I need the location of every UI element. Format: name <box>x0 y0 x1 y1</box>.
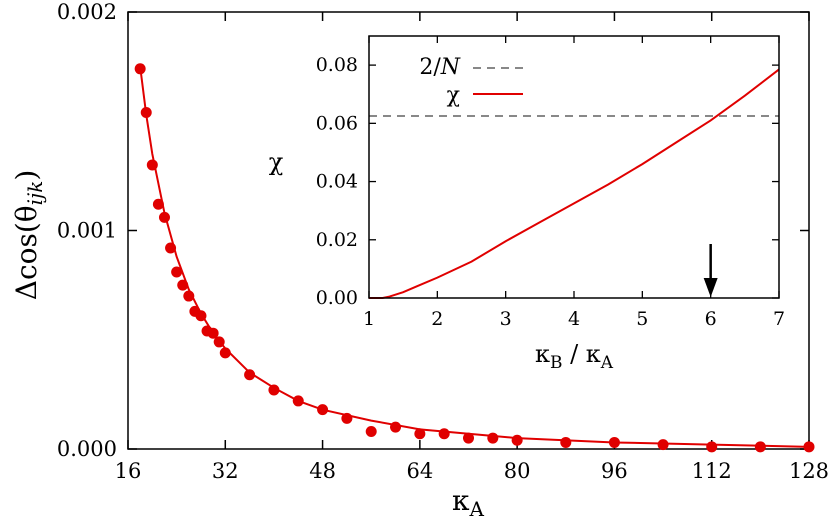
data-point <box>608 436 620 448</box>
inset-x-axis-label: κB / κA <box>535 340 614 373</box>
legend-label-chi: χ <box>447 83 460 108</box>
data-point <box>292 395 304 407</box>
series-chi-line <box>369 68 780 299</box>
data-point <box>341 412 353 424</box>
inset-x-tick-label: 4 <box>568 308 580 330</box>
arrow-annotation <box>703 244 718 297</box>
inset-legend: 2/N χ <box>419 55 523 108</box>
inset-x-tick-label: 3 <box>500 308 512 330</box>
inset-x-tick-label: 5 <box>636 308 648 330</box>
main-series <box>134 63 815 453</box>
main-y-tick-label: 0.001 <box>57 219 117 243</box>
data-point <box>657 439 669 451</box>
data-point <box>438 428 450 440</box>
data-point <box>317 404 329 416</box>
data-point <box>560 436 572 448</box>
main-x-tick-label: 96 <box>601 459 628 483</box>
data-point <box>244 369 256 381</box>
inset-y-tick-label: 0.02 <box>316 229 358 251</box>
main-x-tick-label: 128 <box>789 459 829 483</box>
data-point <box>134 63 146 75</box>
data-point <box>158 211 170 223</box>
main-x-tick-label: 112 <box>692 459 732 483</box>
data-point <box>268 384 280 396</box>
main-x-tick-label: 64 <box>406 459 433 483</box>
inset-y-tick-label: 0.04 <box>316 171 358 193</box>
data-point <box>219 347 231 359</box>
data-point <box>183 290 195 302</box>
data-point <box>171 266 183 278</box>
data-point <box>365 426 377 438</box>
data-point <box>414 428 426 440</box>
inset-x-tick-label: 6 <box>705 308 717 330</box>
inset-y-tick-label: 0.06 <box>316 112 358 134</box>
main-x-axis-label: κA <box>452 484 485 521</box>
inset-y-tick-label: 0.08 <box>316 54 358 76</box>
data-point <box>390 421 402 433</box>
inset-x-tick-label: 7 <box>773 308 785 330</box>
main-y-axis-label: Δcos(θijk) <box>10 170 47 301</box>
data-point <box>754 441 766 453</box>
inset-y-tick-label: 0.00 <box>316 287 358 309</box>
main-x-tick-label: 80 <box>504 459 531 483</box>
main-x-tick-label: 48 <box>309 459 336 483</box>
data-point <box>165 242 177 254</box>
data-point <box>177 279 189 291</box>
data-point <box>195 310 207 322</box>
data-point <box>140 107 152 119</box>
data-point <box>803 441 815 453</box>
legend-label-2n: 2/N <box>419 55 460 80</box>
main-y-tick-label: 0.000 <box>57 437 117 461</box>
data-point <box>511 434 523 446</box>
data-point <box>487 432 499 444</box>
data-point <box>213 336 225 348</box>
main-x-tick-label: 32 <box>212 459 239 483</box>
inset-x-tick-label: 2 <box>431 308 443 330</box>
inset-series <box>369 68 780 299</box>
main-y-tick-label: 0.002 <box>57 0 117 24</box>
inset-x-tick-label: 1 <box>363 308 375 330</box>
arrow-head <box>703 278 718 297</box>
data-point <box>207 327 219 339</box>
main-x-tick-label: 16 <box>115 459 142 483</box>
data-point <box>463 432 474 444</box>
inset-y-axis-label: χ <box>269 148 284 176</box>
data-point <box>706 441 718 453</box>
inset-plot-frame <box>368 35 780 299</box>
data-point <box>146 159 158 171</box>
data-point <box>152 198 164 210</box>
